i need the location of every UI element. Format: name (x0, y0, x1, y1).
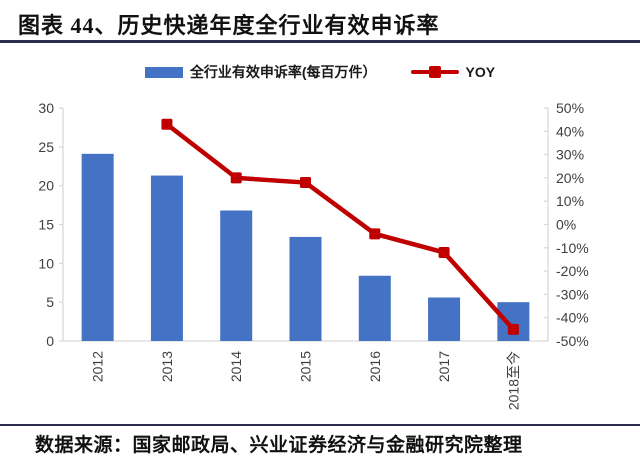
line-series-swatch (410, 66, 459, 78)
yoy-marker (300, 177, 311, 189)
yoy-marker (369, 228, 381, 240)
x-tick-label: 2014 (228, 351, 244, 382)
yoy-markers (161, 118, 519, 335)
yoy-marker (230, 172, 242, 184)
x-tick-label: 2017 (436, 351, 452, 382)
x-tick-label: 2018至今 (505, 351, 521, 410)
square-marker-icon (428, 66, 441, 78)
bar-2015 (289, 236, 322, 341)
x-tick-label: 2012 (90, 351, 106, 382)
right-tick-label: -30% (556, 286, 589, 302)
footer-rule (0, 424, 640, 426)
bar-line-chart: 0 5 10 15 20 25 30 50% 40% 30% 20% 10% 0% -10% -20% -30… (38, 100, 589, 410)
bar-2018至今 (497, 302, 530, 341)
legend-item-bar: 全行业有效申诉率(每百万件） (144, 62, 377, 82)
right-tick-label: 10% (556, 193, 584, 209)
yoy-line (165, 122, 516, 331)
left-tick-label: 20 (38, 178, 54, 194)
chart-legend: 全行业有效申诉率(每百万件） YOY (0, 60, 640, 84)
right-tick-label: 0% (556, 217, 576, 233)
bar-series-label: 全行业有效申诉率(每百万件） (189, 64, 377, 80)
left-tick-label: 15 (38, 217, 54, 233)
right-axis-ticks: 50% 40% 30% 20% 10% 0% -10% -20% -30% -40% -50% (544, 100, 589, 349)
bar-2012 (81, 153, 114, 341)
right-tick-label: -20% (556, 263, 589, 279)
x-tick-label: 2013 (159, 351, 175, 382)
bar-2014 (220, 210, 253, 341)
bar-series-swatch (144, 66, 183, 78)
left-tick-label: 5 (46, 294, 54, 310)
x-axis-labels: 2012 2013 2014 2015 2016 2017 2018至今 (90, 351, 522, 410)
left-tick-label: 10 (38, 255, 54, 271)
chart-title: 图表 44、历史快递年度全行业有效申诉率 (18, 13, 440, 38)
right-tick-label: -50% (556, 333, 589, 349)
yoy-marker (507, 323, 519, 335)
bar-series (81, 153, 530, 341)
right-tick-label: 50% (556, 100, 584, 116)
right-tick-label: 30% (556, 147, 584, 163)
left-tick-label: 30 (38, 100, 54, 116)
right-tick-label: 20% (556, 170, 584, 186)
right-tick-label: 40% (556, 123, 584, 139)
line-series-label: YOY (465, 64, 496, 80)
left-tick-label: 25 (38, 139, 54, 155)
bar-2016 (358, 275, 391, 341)
bar-2017 (428, 297, 461, 341)
title-rule (0, 40, 640, 43)
x-tick-label: 2016 (367, 351, 383, 382)
yoy-marker (438, 246, 450, 258)
bar-2013 (150, 175, 183, 341)
yoy-marker (161, 118, 173, 130)
x-tick-label: 2015 (298, 351, 314, 382)
left-tick-label: 0 (46, 333, 54, 349)
right-tick-label: -40% (556, 310, 589, 326)
right-tick-label: -10% (556, 240, 589, 256)
legend-item-line: YOY (410, 64, 496, 80)
chart-plot-container: 0 5 10 15 20 25 30 50% 40% 30% 20% 10% 0% -10% -20% -30… (0, 95, 640, 425)
left-axis-ticks: 0 5 10 15 20 25 30 (38, 100, 63, 349)
source-note: 数据来源：国家邮政局、兴业证券经济与金融研究院整理 (35, 435, 523, 456)
